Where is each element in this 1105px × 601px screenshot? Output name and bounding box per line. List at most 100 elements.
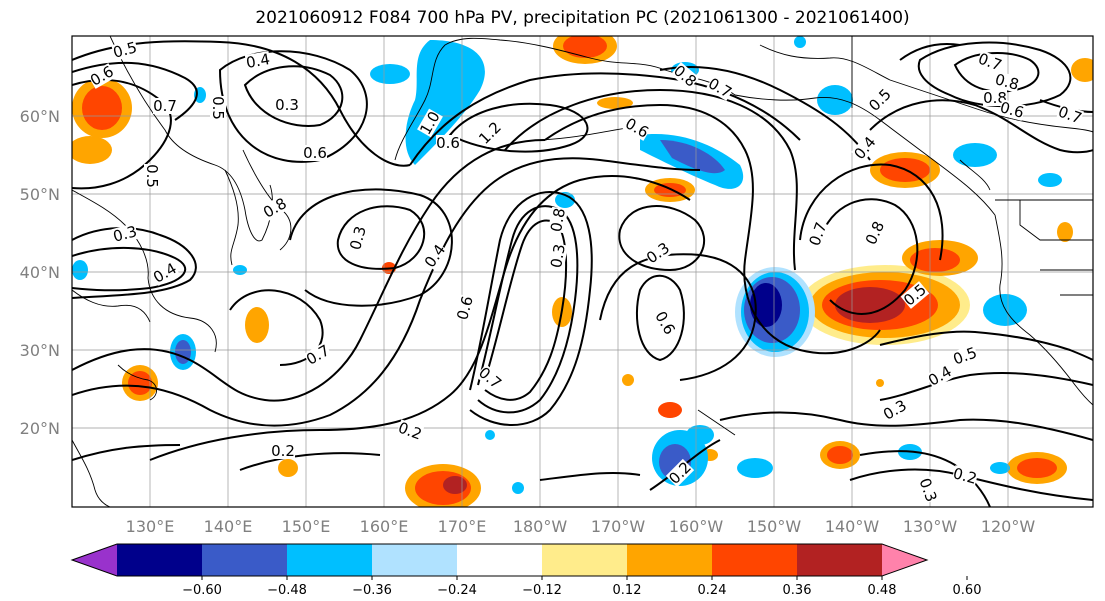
- colorbar: −0.60 −0.48 −0.36 −0.24 −0.12 0.12 0.24 0.36 0.4…: [70, 543, 982, 598]
- contour-label-bg: [260, 195, 290, 221]
- colorbar-extend-min: [72, 544, 117, 576]
- contour-label-bg: [705, 75, 735, 101]
- pv-contour: [719, 411, 1093, 441]
- map-frame: [71, 35, 1094, 508]
- colorbar-tick-label: 0.36: [783, 583, 812, 598]
- borders: [851, 36, 1093, 296]
- pv-contour: [448, 102, 589, 153]
- contour-label: 0.6: [998, 98, 1026, 122]
- pv-contour: [72, 61, 198, 121]
- pv-contour: [599, 253, 757, 381]
- contour-label-bg: [670, 62, 700, 90]
- pv-contour: [917, 41, 1072, 108]
- contour-label-bg: [111, 223, 139, 245]
- contour-label-bg: [862, 218, 888, 248]
- longitude-labels: 130°E 140°E 150°E 160°E 170°E 180°W 170°W 160°W…: [126, 517, 1036, 536]
- colorbar-tick-label: 0.48: [868, 583, 897, 598]
- colorbar-outline: [70, 543, 929, 577]
- pv-contour: [504, 88, 798, 271]
- lat-label: 30°N: [20, 341, 60, 360]
- pv-contour: [879, 330, 1093, 361]
- contour-label-bg: [421, 241, 449, 271]
- contour-label-bg: [865, 85, 895, 115]
- contour-label-bg: [454, 294, 476, 322]
- contour-label-bg: [951, 465, 979, 487]
- colorbar-swatch: [542, 544, 627, 576]
- contour-label: 0.7: [153, 97, 177, 115]
- contour-label: 0.3: [111, 222, 139, 246]
- lon-label: 140°W: [825, 517, 880, 536]
- contour-label-bg: [244, 51, 272, 71]
- contour-label-bg: [150, 260, 180, 286]
- map-title: 2021060912 F084 700 hPa PV, precipitatio…: [255, 8, 910, 28]
- colorbar-tick-label: −0.12: [522, 583, 562, 598]
- colorbar-swatch: [457, 544, 542, 576]
- lon-label: 130°W: [903, 517, 958, 536]
- contour-label-bg: [643, 239, 673, 267]
- colorbar-swatch: [202, 544, 287, 576]
- lon-label: 130°E: [126, 517, 175, 536]
- pv-contour: [477, 205, 579, 414]
- lon-label: 160°E: [360, 517, 409, 536]
- colorbar-tick-label: 0.12: [613, 583, 642, 598]
- pv-contour: [72, 139, 546, 402]
- contour-label: 0.8: [993, 70, 1021, 94]
- precip-positive-blob: [245, 307, 269, 343]
- contour-label-bg: [925, 363, 955, 389]
- colorbar-extend-max: [882, 544, 927, 576]
- contour-label-bg: [144, 164, 160, 188]
- lat-label: 50°N: [20, 185, 60, 204]
- contour-label: 0.6: [303, 144, 327, 162]
- contour-label-bg: [900, 281, 930, 309]
- contour-label-bg: [665, 458, 695, 488]
- pv-contour: [72, 444, 181, 461]
- colorbar-swatch: [797, 544, 882, 576]
- lon-label: 160°W: [669, 517, 724, 536]
- pv-contour: [72, 40, 411, 167]
- contour-label: 0.6: [453, 294, 477, 322]
- contour-label: 0.4: [245, 50, 272, 72]
- contour-label-bg: [271, 443, 295, 459]
- latitude-labels: 60°N 50°N 40°N 30°N 20°N: [20, 107, 60, 438]
- contour-label-bg: [436, 135, 460, 151]
- pv-contour: [659, 65, 871, 161]
- colorbar-tick-label: 0.60: [953, 583, 982, 598]
- contour-label-bg: [950, 344, 980, 368]
- pv-contour: [869, 99, 1093, 154]
- contour-label-bg: [983, 90, 1007, 106]
- contour-label-bg: [87, 63, 117, 89]
- contour-label-bg: [916, 475, 940, 505]
- contour-label-bg: [153, 98, 177, 114]
- pv-contour: [819, 198, 919, 315]
- contour-label-bg: [806, 219, 830, 249]
- pv-contour: [636, 274, 685, 362]
- lon-label: 120°W: [981, 517, 1036, 536]
- colorbar-tick-label: −0.36: [352, 583, 392, 598]
- pv-contour: [239, 452, 381, 471]
- precip-negative-blob: [817, 85, 853, 115]
- colorbar-swatch: [372, 544, 457, 576]
- pv-contour: [799, 163, 944, 261]
- pv-contour: [409, 72, 801, 166]
- pv-contour: [243, 65, 344, 127]
- contour-label: 0.3: [346, 224, 370, 252]
- lon-label: 140°E: [204, 517, 253, 536]
- contour-label-bg: [1055, 103, 1085, 127]
- contour-label-bg: [475, 118, 505, 148]
- pv-contour: [539, 471, 641, 481]
- colorbar-swatch: [627, 544, 712, 576]
- map-grid: [72, 36, 1093, 507]
- contour-label: 0.8: [983, 89, 1007, 107]
- pv-contour: [649, 439, 721, 491]
- contour-label-bg: [395, 419, 425, 443]
- lat-label: 20°N: [20, 419, 60, 438]
- contour-label: 0.3: [547, 243, 569, 270]
- pv-contour: [618, 205, 706, 272]
- contour-labels: 0.50.60.70.40.30.50.60.50.30.80.41.0 1.2 0…: [87, 38, 1084, 504]
- contour-label: 0.5: [209, 96, 227, 120]
- lon-label: 150°W: [747, 517, 802, 536]
- pv-contour: [229, 289, 324, 366]
- pv-contour: [218, 50, 368, 163]
- contour-label: 0.2: [271, 442, 295, 460]
- contour-label-bg: [880, 397, 910, 423]
